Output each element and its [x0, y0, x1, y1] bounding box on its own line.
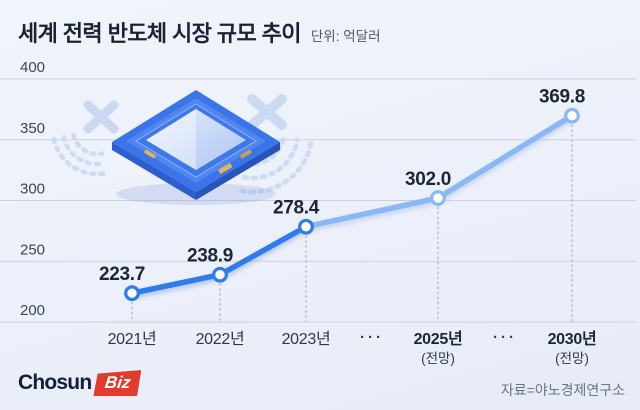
x-axis-sublabel: (전망) [421, 351, 455, 366]
axis-ellipsis: ··· [493, 329, 517, 346]
data-point-value-label: 278.4 [273, 198, 320, 219]
x-axis-label: 2025년 [414, 329, 463, 348]
data-point-marker [298, 218, 314, 235]
chosunbiz-logo: Chosun Biz [18, 369, 142, 397]
sparkle-x-left-icon [83, 100, 119, 134]
data-point-marker [124, 285, 140, 302]
chosunbiz-logo-biz-text: Biz [103, 373, 132, 392]
data-point-value-label: 369.8 [539, 87, 585, 108]
data-point-marker [564, 107, 580, 124]
y-axis-tick-label: 350 [20, 120, 45, 137]
axis-ellipsis: ··· [360, 329, 384, 346]
data-point-value-label: 238.9 [187, 246, 233, 267]
header: 세계 전력 반도체 시장 규모 추이 단위: 억달러 [18, 16, 381, 48]
chosunbiz-logo-text: Chosun [18, 371, 92, 394]
data-point-marker [212, 266, 228, 283]
x-axis-label: 2021년 [108, 330, 157, 348]
data-point-value-label: 223.7 [99, 264, 145, 285]
ripple-waves-left-icon [51, 132, 109, 177]
y-axis-tick-label: 400 [20, 59, 45, 76]
unit-label: 단위: 억달러 [310, 29, 381, 44]
data-point-value-label: 302.0 [405, 169, 451, 190]
y-axis-tick-label: 200 [20, 302, 45, 319]
x-axis-label: 2030년 [548, 329, 597, 348]
x-axis-label: 2023년 [282, 330, 331, 348]
x-axis-sublabel: (전망) [555, 351, 589, 366]
sparkle-x-right-icon [247, 94, 287, 130]
y-axis-tick-label: 300 [20, 181, 45, 198]
data-point-marker [430, 190, 446, 206]
y-axis-tick-label: 250 [20, 241, 45, 258]
semiconductor-chip-illustration [112, 90, 280, 205]
x-axis-label: 2022년 [196, 330, 245, 348]
chosunbiz-logo-biz-flag: Biz [93, 370, 142, 396]
page-title: 세계 전력 반도체 시장 규모 추이 [18, 21, 301, 46]
source-credit: 자료=야노경제연구소 [500, 382, 625, 398]
